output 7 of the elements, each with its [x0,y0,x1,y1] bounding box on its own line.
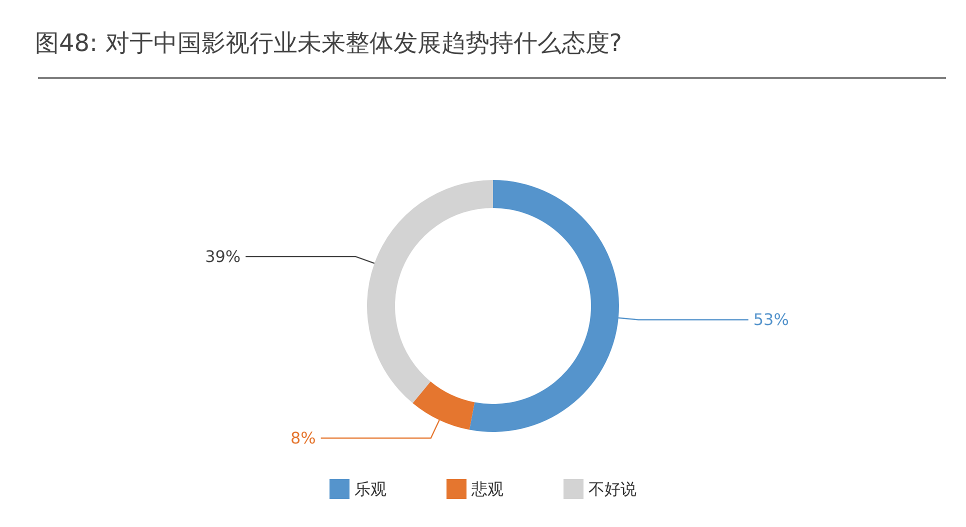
chart-title: 图48: 对于中国影视行业未来整体发展趋势持什么态度? [35,29,622,57]
data-label: 39% [205,247,241,266]
data-label: 53% [753,310,789,330]
legend-label: 悲观 [470,480,504,498]
legend-label: 不好说 [588,480,636,498]
legend-label: 乐观 [354,480,386,498]
data-label: 8% [290,428,316,448]
